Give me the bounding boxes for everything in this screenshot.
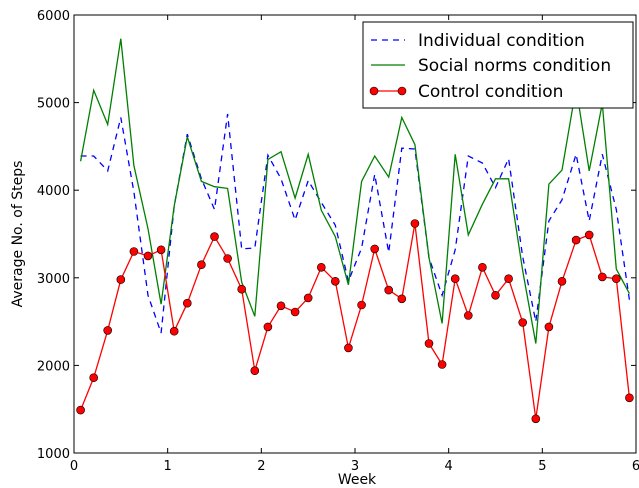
x-tick-label-5: 5 xyxy=(538,459,546,474)
x-tick-label-0: 0 xyxy=(70,459,78,474)
data-point-control-condition-16 xyxy=(290,307,300,317)
y-tick-label-2: 3000 xyxy=(37,272,70,287)
data-point-control-condition-0 xyxy=(76,405,85,415)
legend-label-individual: Individual condition xyxy=(418,31,585,51)
data-point-control-condition-24 xyxy=(397,294,407,304)
legend-label-social: Social norms condition xyxy=(418,56,611,76)
x-tick-label-3: 3 xyxy=(351,459,359,474)
data-point-control-condition-37 xyxy=(571,235,581,245)
series-line-control-condition xyxy=(79,223,631,419)
data-point-control-condition-14 xyxy=(263,322,273,332)
data-point-control-condition-12 xyxy=(237,284,246,294)
data-point-control-condition-25 xyxy=(410,219,420,228)
data-point-control-condition-7 xyxy=(169,326,179,336)
legend-marker-control-right xyxy=(397,86,407,96)
legend-marker-control-left xyxy=(369,86,379,96)
legend-label-control: Control condition xyxy=(418,82,563,102)
x-tick-label-2: 2 xyxy=(257,459,265,474)
y-tick-label-1: 2000 xyxy=(37,359,70,374)
x-tick-label-4: 4 xyxy=(445,459,453,474)
data-point-control-condition-29 xyxy=(463,311,473,320)
data-point-control-condition-39 xyxy=(597,272,607,282)
x-tick-label-6: 6 xyxy=(632,459,639,474)
data-point-control-condition-31 xyxy=(491,290,500,300)
data-point-control-condition-19 xyxy=(330,276,340,286)
data-point-control-condition-21 xyxy=(357,300,366,310)
data-point-control-condition-35 xyxy=(544,322,554,332)
data-point-control-condition-38 xyxy=(584,230,594,240)
y-tick-label-0: 1000 xyxy=(37,447,70,462)
data-point-control-condition-27 xyxy=(437,360,447,369)
data-point-control-condition-10 xyxy=(210,232,219,241)
data-point-control-condition-40 xyxy=(611,274,621,284)
y-tick-label-4: 5000 xyxy=(37,97,70,112)
series-line-individual-condition xyxy=(80,113,631,334)
series-layer xyxy=(76,38,634,424)
data-point-control-condition-9 xyxy=(197,260,206,270)
legend: Individual condition Social norms condit… xyxy=(362,21,634,109)
y-tick-label-3: 4000 xyxy=(37,184,70,199)
data-point-control-condition-20 xyxy=(344,343,353,353)
data-point-control-condition-3 xyxy=(116,275,126,284)
data-point-control-condition-41 xyxy=(625,393,634,403)
data-point-control-condition-6 xyxy=(156,245,166,255)
data-point-control-condition-36 xyxy=(557,276,567,286)
data-point-control-condition-8 xyxy=(183,298,192,308)
data-point-control-condition-5 xyxy=(143,251,153,261)
data-point-control-condition-15 xyxy=(276,301,286,311)
x-tick-label-1: 1 xyxy=(164,459,172,474)
data-point-control-condition-32 xyxy=(504,274,513,284)
data-point-control-condition-2 xyxy=(103,326,112,335)
data-point-control-condition-1 xyxy=(89,373,98,383)
x-axis-label: Week xyxy=(338,472,377,488)
data-point-control-condition-26 xyxy=(424,339,434,348)
data-point-control-condition-34 xyxy=(531,414,541,424)
y-axis-label: Average No. of Steps xyxy=(10,161,26,308)
data-point-control-condition-23 xyxy=(384,285,394,295)
data-point-control-condition-33 xyxy=(518,318,528,327)
data-point-control-condition-11 xyxy=(223,254,232,263)
data-point-control-condition-30 xyxy=(478,262,487,272)
data-point-control-condition-17 xyxy=(303,293,313,303)
data-point-control-condition-4 xyxy=(129,247,139,256)
data-point-control-condition-22 xyxy=(370,244,380,254)
data-point-control-condition-18 xyxy=(316,262,326,272)
y-tick-label-5: 6000 xyxy=(37,9,70,24)
legend-box xyxy=(362,21,634,109)
series-line-social-norms-condition xyxy=(79,38,630,344)
tick-layer: 0 1 2 3 4 5 6 1000 2000 3000 4000 5000 6000 xyxy=(37,9,639,474)
data-point-control-condition-13 xyxy=(250,366,260,376)
data-point-control-condition-28 xyxy=(450,274,460,284)
